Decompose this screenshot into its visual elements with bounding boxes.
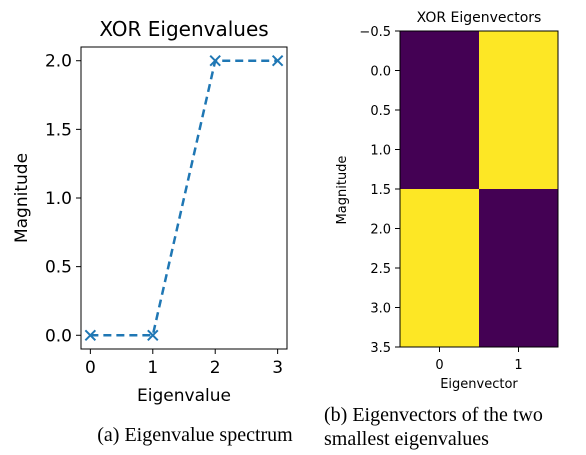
chart-b-cell	[479, 189, 558, 347]
chart-b-y-tick-label: 0.0	[370, 65, 391, 80]
eigenvalue-chart: XOR Eigenvalues 0.0 0.5 1.0 1.5 2.0 0 1 2 3 Eig…	[12, 17, 293, 446]
chart-a-y-tick-label: 1.0	[45, 189, 72, 209]
chart-b-x-tick-label: 1	[514, 358, 522, 373]
chart-b-y-tick-label: −0.5	[359, 25, 391, 40]
chart-a-x-tick-label: 1	[147, 358, 158, 378]
chart-a-frame	[81, 47, 287, 349]
chart-b-cell	[479, 31, 558, 189]
chart-b-y-tick-label: 1.5	[370, 183, 391, 198]
chart-b-cells	[400, 31, 558, 347]
chart-b-y-tick-label: 2.0	[370, 223, 391, 238]
chart-b-x-tick-label: 0	[435, 358, 443, 373]
chart-a-title: XOR Eigenvalues	[99, 17, 268, 41]
chart-a-y-tick-label: 0.5	[45, 258, 72, 278]
chart-a-y-label: Magnitude	[12, 153, 32, 243]
chart-b-title: XOR Eigenvectors	[417, 10, 542, 26]
chart-a-y-ticks: 0.0 0.5 1.0 1.5 2.0	[45, 52, 81, 347]
chart-a-y-tick-label: 1.5	[45, 120, 72, 140]
chart-b-y-tick-label: 3.0	[370, 302, 391, 317]
eigenvector-chart: XOR Eigenvectors −0.5 0.0 0.5 1.0 1.5 2.0 2.5 3…	[324, 10, 558, 450]
chart-b-y-tick-label: 1.0	[370, 144, 391, 159]
chart-b-y-ticks: −0.5 0.0 0.5 1.0 1.5 2.0 2.5 3.0 3.5	[359, 25, 400, 356]
chart-b-y-tick-label: 0.5	[370, 104, 391, 119]
chart-a-x-label: Eigenvalue	[137, 386, 231, 406]
chart-b-y-tick-label: 3.5	[370, 341, 391, 356]
chart-b-caption-line-2: smallest eigenvalues	[324, 428, 489, 450]
chart-a-x-tick-label: 0	[85, 358, 96, 378]
chart-a-series-line	[90, 61, 277, 336]
chart-a-x-tick-label: 3	[272, 358, 283, 378]
chart-b-x-label: Eigenvector	[440, 377, 518, 392]
chart-b-y-tick-label: 2.5	[370, 262, 391, 277]
chart-a-caption: (a) Eigenvalue spectrum	[97, 424, 293, 446]
chart-a-y-tick-label: 0.0	[45, 326, 72, 346]
chart-a-y-tick-label: 2.0	[45, 52, 72, 72]
chart-a-markers	[85, 56, 282, 341]
chart-b-cell	[400, 189, 479, 347]
chart-b-cell	[400, 31, 479, 189]
chart-a-point	[273, 56, 283, 66]
chart-a-x-tick-label: 2	[210, 358, 221, 378]
chart-b-caption-line-1: (b) Eigenvectors of the two	[324, 404, 543, 426]
chart-b-y-label: Magnitude	[335, 156, 350, 225]
chart-a-x-ticks: 0 1 2 3	[85, 349, 283, 378]
